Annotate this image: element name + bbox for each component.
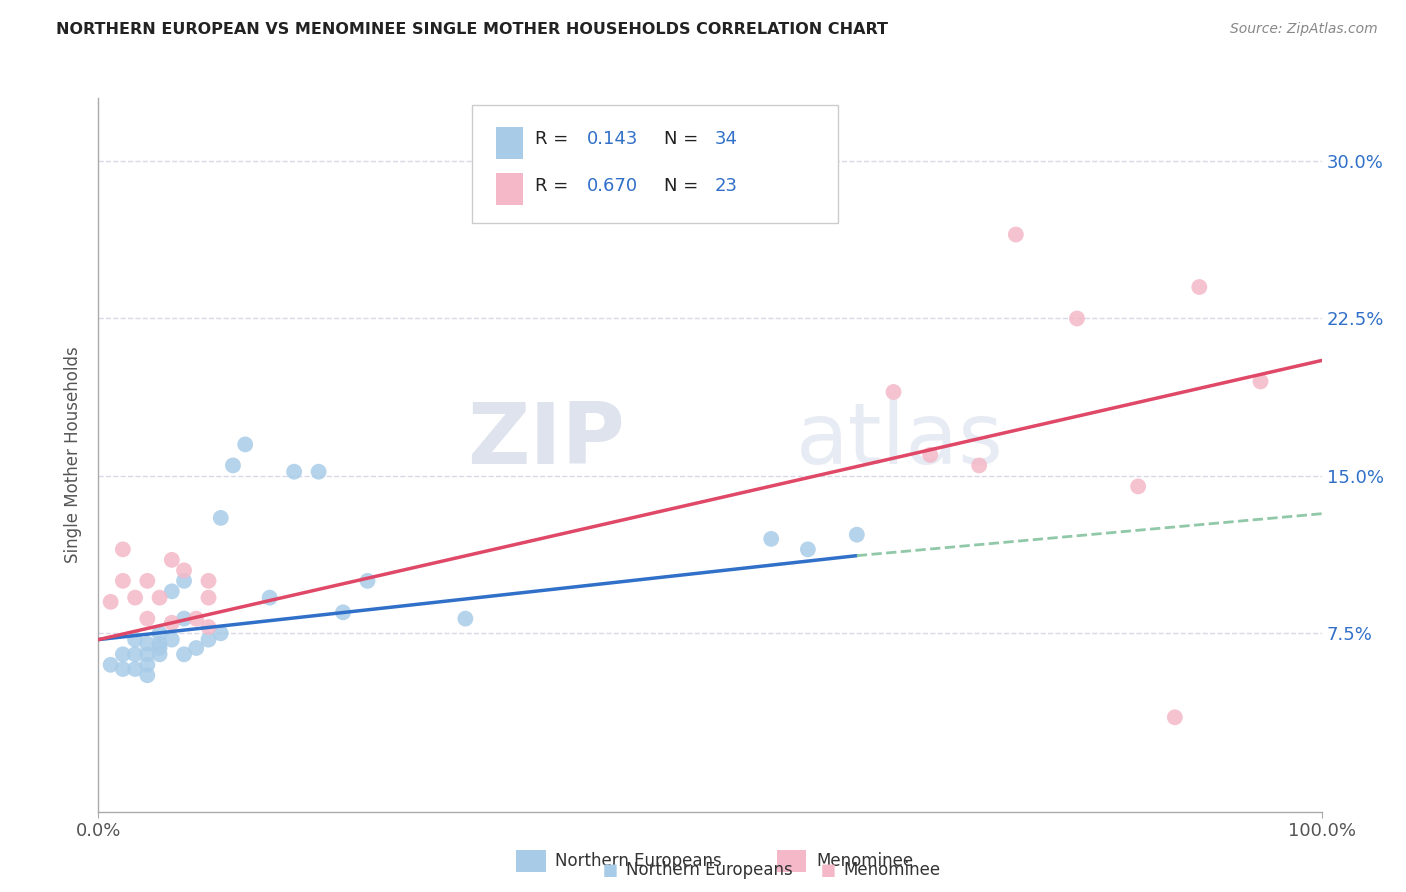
Point — [149, 591, 172, 605]
Point — [124, 662, 146, 676]
Point — [173, 612, 195, 626]
Text: NORTHERN EUROPEAN VS MENOMINEE SINGLE MOTHER HOUSEHOLDS CORRELATION CHART: NORTHERN EUROPEAN VS MENOMINEE SINGLE MO… — [56, 22, 889, 37]
Point — [222, 458, 245, 473]
Text: Northern Europeans: Northern Europeans — [555, 852, 723, 870]
Point — [149, 648, 172, 662]
Point — [197, 591, 219, 605]
Point — [124, 648, 146, 662]
Point — [197, 574, 219, 588]
Point — [332, 605, 354, 619]
Point — [1249, 375, 1271, 389]
Text: ▪: ▪ — [820, 858, 837, 881]
Point — [967, 458, 990, 473]
Point — [1004, 227, 1026, 242]
Text: 34: 34 — [714, 130, 738, 148]
Bar — [496, 127, 523, 159]
Text: Source: ZipAtlas.com: Source: ZipAtlas.com — [1230, 22, 1378, 37]
Text: Northern Europeans: Northern Europeans — [626, 861, 793, 879]
Text: R =: R = — [536, 130, 574, 148]
Point — [209, 511, 232, 525]
Text: 0.670: 0.670 — [586, 177, 637, 194]
Point — [197, 620, 219, 634]
Point — [160, 584, 183, 599]
Point — [136, 668, 159, 682]
Point — [111, 574, 134, 588]
Point — [845, 527, 868, 541]
Point — [124, 591, 146, 605]
Text: N =: N = — [664, 177, 703, 194]
Point — [197, 632, 219, 647]
Point — [1066, 311, 1088, 326]
Point — [883, 384, 905, 399]
Y-axis label: Single Mother Households: Single Mother Households — [65, 347, 83, 563]
Point — [173, 574, 195, 588]
Bar — [496, 173, 523, 205]
Point — [186, 612, 208, 626]
Point — [1164, 710, 1187, 724]
Point — [233, 437, 256, 451]
Point — [797, 542, 820, 557]
Point — [761, 532, 783, 546]
Point — [356, 574, 378, 588]
Point — [1128, 479, 1150, 493]
Point — [920, 448, 942, 462]
Point — [111, 662, 134, 676]
Bar — [516, 849, 546, 872]
Point — [100, 657, 122, 672]
Point — [1188, 280, 1211, 294]
Point — [111, 542, 134, 557]
Point — [149, 637, 172, 651]
Point — [209, 626, 232, 640]
Point — [454, 612, 477, 626]
Point — [259, 591, 281, 605]
Text: atlas: atlas — [796, 399, 1004, 483]
Point — [160, 632, 183, 647]
Point — [186, 640, 208, 655]
Point — [149, 640, 172, 655]
Point — [160, 553, 183, 567]
Point — [136, 648, 159, 662]
Point — [136, 657, 159, 672]
Point — [136, 574, 159, 588]
Bar — [778, 849, 807, 872]
Point — [173, 563, 195, 577]
Text: Menominee: Menominee — [815, 852, 914, 870]
Point — [308, 465, 330, 479]
Text: ▪: ▪ — [602, 858, 619, 881]
Point — [283, 465, 305, 479]
Point — [100, 595, 122, 609]
Text: ZIP: ZIP — [467, 399, 624, 483]
Point — [173, 648, 195, 662]
Text: R =: R = — [536, 177, 574, 194]
Text: 23: 23 — [714, 177, 738, 194]
Point — [124, 632, 146, 647]
Point — [136, 637, 159, 651]
Point — [160, 615, 183, 630]
FancyBboxPatch shape — [471, 105, 838, 223]
Point — [149, 626, 172, 640]
Text: Menominee: Menominee — [844, 861, 941, 879]
Text: 0.143: 0.143 — [586, 130, 638, 148]
Point — [111, 648, 134, 662]
Point — [136, 612, 159, 626]
Text: N =: N = — [664, 130, 703, 148]
